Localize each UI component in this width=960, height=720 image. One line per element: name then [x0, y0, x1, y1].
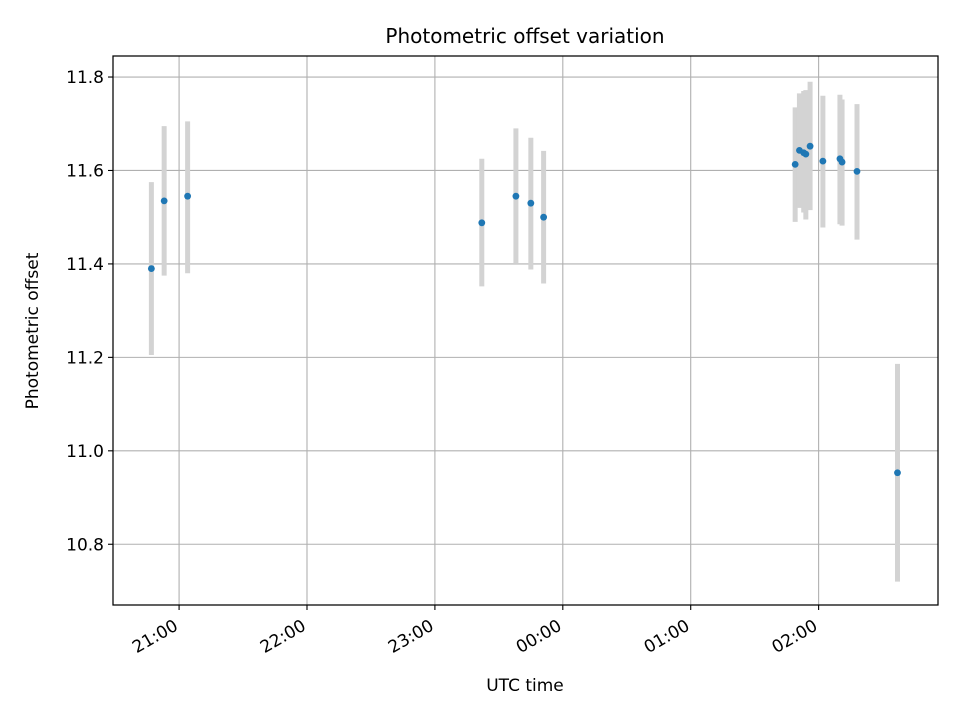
data-point: [160, 197, 168, 205]
data-point: [478, 219, 486, 227]
data-point: [512, 192, 520, 200]
data-point: [527, 199, 535, 207]
point-layer: [147, 142, 901, 477]
data-point: [853, 168, 861, 175]
plot-area-frame: [112, 55, 939, 606]
y-axis-label: Photometric offset: [23, 252, 43, 409]
data-point: [894, 469, 901, 477]
y-tick-label: 11.6: [66, 161, 104, 181]
data-point: [540, 213, 548, 221]
data-point: [819, 157, 827, 165]
y-tick-label: 11.0: [66, 442, 104, 462]
data-point: [184, 192, 192, 200]
chart-title: Photometric offset variation: [385, 24, 664, 48]
data-point: [806, 142, 814, 150]
data-point: [147, 265, 155, 272]
y-tick-label: 11.2: [66, 348, 104, 368]
y-tick-label: 11.4: [66, 255, 104, 275]
y-tick-label: 10.8: [66, 535, 104, 555]
data-point: [838, 158, 846, 166]
grid-layer: [113, 56, 938, 605]
data-point: [802, 150, 810, 158]
y-tick-label: 11.8: [66, 68, 104, 88]
data-point: [791, 160, 799, 168]
x-axis-label: UTC time: [486, 676, 564, 696]
